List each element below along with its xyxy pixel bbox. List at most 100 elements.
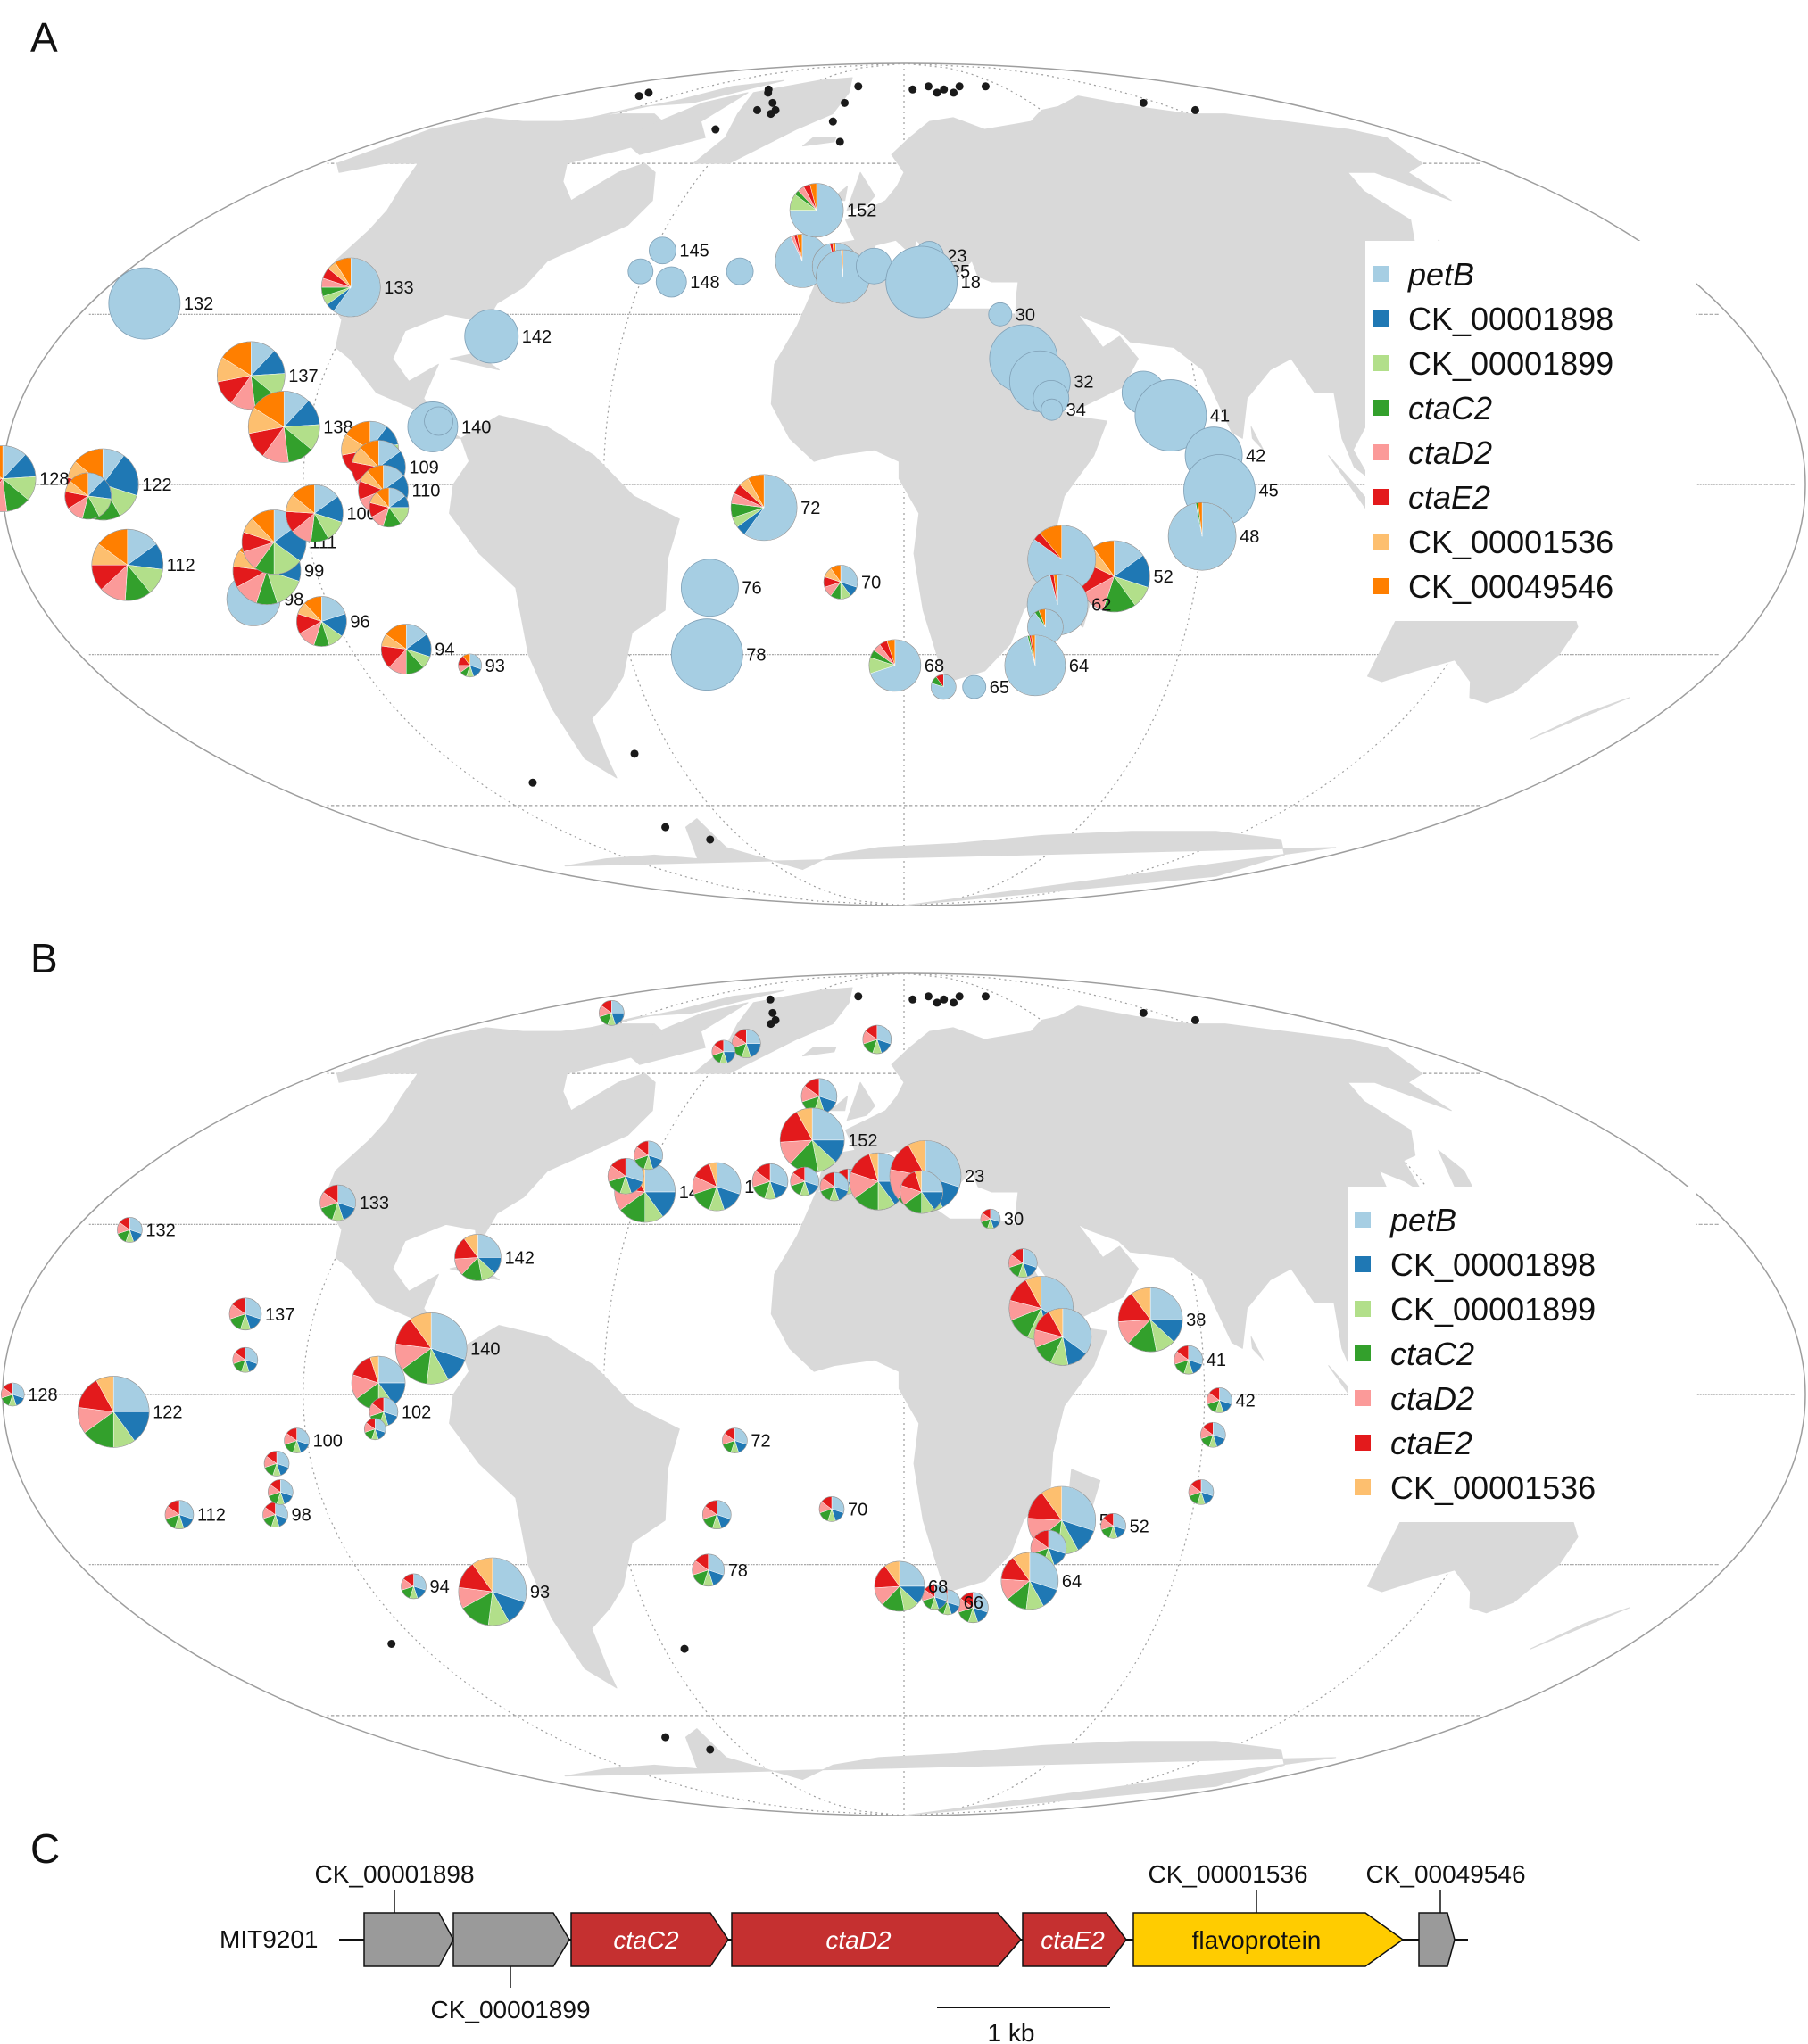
station-label: 30 xyxy=(1004,1210,1024,1229)
gene-shape xyxy=(1132,1912,1405,1967)
land-polygon xyxy=(1530,697,1630,740)
pie-outline xyxy=(1100,1512,1126,1539)
empty-station-dot xyxy=(940,995,949,1004)
legend-swatch xyxy=(1373,534,1389,550)
station-label: 93 xyxy=(485,657,505,676)
pie-outline xyxy=(1033,1308,1092,1366)
gene-label: CK_00001536 xyxy=(1148,1860,1307,1888)
station-pie: 78 xyxy=(670,618,767,691)
legend-label: ctaD2 xyxy=(1390,1380,1474,1417)
empty-station-dot xyxy=(1139,98,1148,107)
pie-outline xyxy=(268,1479,294,1505)
station-pie: 72 xyxy=(722,1427,771,1453)
station-pie xyxy=(607,1157,644,1195)
station-pie: 137 xyxy=(228,1297,294,1331)
station-pie: 132 xyxy=(117,1217,176,1243)
station-label: 102 xyxy=(402,1403,431,1422)
pie-outline xyxy=(1174,1345,1204,1375)
station-pie: 18 xyxy=(885,245,981,319)
scale-bar-label: 1 kb xyxy=(988,2019,1035,2044)
land-polygon xyxy=(449,415,680,779)
land-polygon xyxy=(449,1325,680,1689)
station-pie: 94 xyxy=(380,624,454,674)
gene-inner-label: ctaE2 xyxy=(1041,1926,1105,1954)
station-pie: 100 xyxy=(284,1427,343,1453)
station-pie: 64 xyxy=(1000,1552,1082,1610)
station-label: 64 xyxy=(1062,1572,1082,1592)
station-label: 78 xyxy=(746,646,766,666)
empty-station-dot xyxy=(924,82,933,91)
pie-outline xyxy=(900,1170,943,1214)
station-pie xyxy=(268,1479,294,1505)
station-label: 142 xyxy=(504,1248,534,1268)
station-pie: 52 xyxy=(1100,1512,1149,1539)
panel-c-gene-cluster: C MIT9201 CK_00001898 CK_00001899 ctaC2 … xyxy=(30,1825,1526,2044)
station-pie: 41 xyxy=(1134,379,1230,451)
pie-outline xyxy=(862,1024,892,1055)
station-pie: 78 xyxy=(692,1553,748,1587)
gene-label: CK_00001899 xyxy=(430,1996,590,2023)
land-polygon xyxy=(564,818,1337,906)
gene-label: CK_00049546 xyxy=(1365,1860,1525,1888)
empty-station-dot xyxy=(940,85,949,94)
legend-swatch xyxy=(1373,400,1389,416)
legend-item: ctaE2 xyxy=(1373,479,1490,516)
pie-slice-petB xyxy=(108,267,181,340)
pie-outline xyxy=(692,1162,742,1212)
station-pie: 140 xyxy=(394,1312,501,1385)
empty-station-dot xyxy=(908,995,917,1004)
gene-inner-label: ctaC2 xyxy=(613,1926,679,1954)
station-pie xyxy=(627,258,654,285)
station-pies: 1321331421451481511524232518303234384142… xyxy=(0,183,1279,700)
pie-outline xyxy=(401,1573,427,1600)
pie-outline xyxy=(77,1376,150,1448)
station-pie xyxy=(900,1170,943,1214)
station-label: 30 xyxy=(1016,305,1035,325)
station-label: 94 xyxy=(430,1577,450,1597)
pie-outline xyxy=(286,484,344,542)
pie-outline xyxy=(66,448,139,521)
legend-swatch xyxy=(1355,1390,1371,1406)
empty-station-dot xyxy=(528,778,537,787)
gene-shape xyxy=(570,1912,729,1967)
graticule-line xyxy=(903,63,1206,906)
legend-label: CK_00001898 xyxy=(1408,301,1613,337)
empty-station-dot xyxy=(768,1008,777,1017)
station-label: 137 xyxy=(288,367,318,386)
station-pie: 142 xyxy=(464,309,552,364)
station-label: 64 xyxy=(1069,657,1089,676)
pie-outline xyxy=(164,1500,195,1530)
station-pie xyxy=(790,1166,819,1196)
gene-arrow-ck-00001898: CK_00001898 xyxy=(314,1860,475,1967)
station-pie xyxy=(424,406,453,436)
pie-outline xyxy=(607,1157,644,1195)
station-pie: 70 xyxy=(823,565,881,600)
land-polygon xyxy=(1250,1336,1265,1361)
legend-item: ctaC2 xyxy=(1355,1336,1474,1372)
legend-item: ctaC2 xyxy=(1373,390,1492,426)
legend-swatch xyxy=(1373,355,1389,371)
pie-outline xyxy=(1199,1421,1226,1448)
pie-slice-petB xyxy=(1041,398,1064,421)
station-pie xyxy=(1033,1308,1092,1366)
legend-label: CK_00001899 xyxy=(1390,1291,1596,1328)
station-pies: 1524233038414256526466687072789394981001… xyxy=(0,1000,1256,1626)
empty-station-dot xyxy=(955,82,964,91)
graticule-line xyxy=(602,63,905,906)
station-pie xyxy=(731,1029,761,1058)
empty-station-dot xyxy=(767,1020,775,1029)
pie-slice-petB xyxy=(424,406,453,436)
station-label: 65 xyxy=(990,678,1009,698)
station-label: 142 xyxy=(522,327,552,347)
station-label: 38 xyxy=(1186,1311,1206,1330)
empty-station-dot xyxy=(661,823,670,832)
station-label: 110 xyxy=(411,481,440,501)
empty-station-dot xyxy=(767,110,775,119)
pie-slice-petB xyxy=(988,302,1013,327)
empty-station-dot xyxy=(981,82,990,91)
station-pie xyxy=(64,472,112,520)
pie-outline xyxy=(64,472,112,520)
station-pie: 42 xyxy=(1207,1387,1256,1413)
pie-outline xyxy=(369,487,410,528)
legend-swatch xyxy=(1373,578,1389,594)
